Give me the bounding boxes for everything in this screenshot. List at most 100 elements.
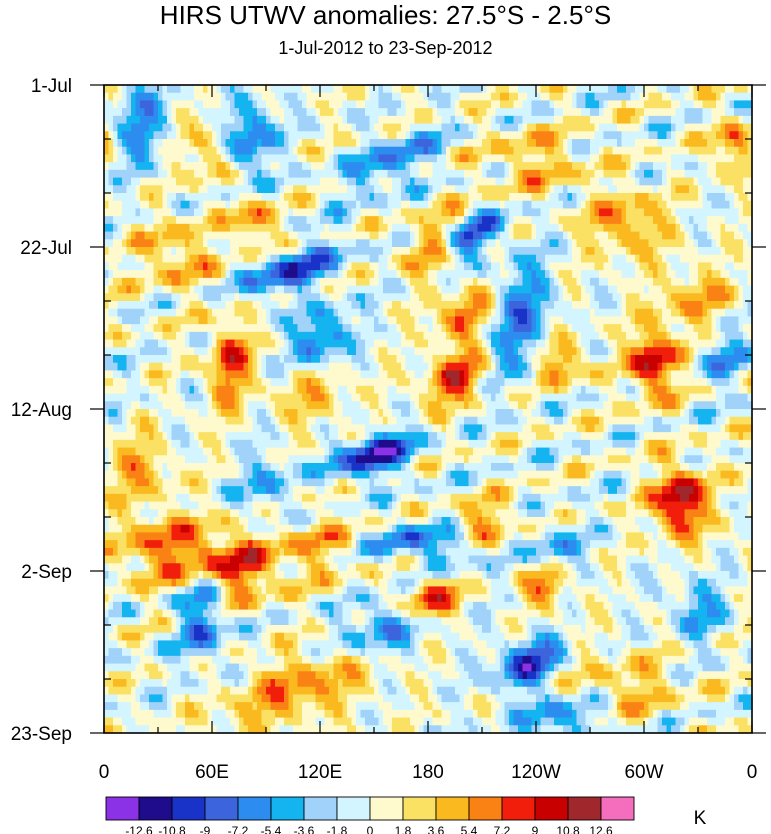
field-cell (464, 424, 483, 433)
field-cell (365, 725, 389, 734)
field-cell (590, 347, 609, 356)
field-cell (410, 594, 416, 603)
field-cell (257, 617, 272, 626)
field-cell (288, 100, 303, 109)
field-cell (468, 532, 474, 541)
field-cell (675, 632, 681, 642)
field-cell (414, 486, 434, 495)
field-cell (369, 416, 384, 426)
field-cell (234, 547, 240, 557)
field-cell (711, 308, 726, 318)
field-cell (684, 578, 690, 588)
field-cell (261, 139, 276, 148)
field-cell (270, 169, 290, 179)
field-cell (486, 586, 492, 595)
field-cell (599, 385, 618, 395)
field-cell (450, 625, 474, 634)
field-cell (185, 578, 191, 588)
field-cell (540, 586, 551, 595)
field-cell (585, 625, 605, 634)
colorbar-label: -9 (200, 824, 211, 834)
field-cell (432, 424, 443, 433)
field-cell (666, 85, 681, 94)
field-cell (590, 301, 600, 310)
field-cell (410, 162, 420, 171)
field-cell (509, 540, 551, 549)
field-cell (522, 532, 542, 541)
field-cell (716, 501, 722, 510)
field-cell (315, 370, 362, 379)
field-cell (509, 223, 515, 233)
field-cell (567, 486, 582, 495)
field-cell (743, 331, 749, 341)
field-cell (108, 648, 123, 657)
field-cell (207, 385, 213, 395)
field-cell (297, 123, 321, 132)
field-cell (441, 200, 447, 210)
field-cell (531, 200, 564, 210)
field-cell (414, 447, 420, 456)
field-cell (104, 169, 110, 179)
field-cell (144, 277, 155, 287)
field-cell (504, 247, 510, 256)
field-cell (410, 409, 420, 418)
field-cell (743, 200, 753, 210)
field-cell (689, 131, 704, 140)
field-cell (167, 663, 191, 672)
field-cell (315, 532, 326, 541)
field-cell (293, 524, 308, 534)
field-cell (414, 85, 420, 94)
field-cell (117, 316, 123, 325)
field-cell (455, 108, 465, 117)
field-cell (162, 85, 168, 94)
field-cell (572, 92, 578, 102)
field-cell (446, 355, 461, 364)
field-cell (360, 169, 371, 179)
field-cell (171, 702, 177, 711)
field-cell (725, 339, 731, 348)
field-cell (284, 655, 303, 665)
field-cell (608, 100, 623, 109)
field-cell (491, 324, 501, 333)
field-cell (522, 578, 546, 588)
field-cell (549, 671, 555, 680)
field-cell (144, 540, 164, 549)
field-cell (306, 301, 326, 310)
field-cell (495, 285, 501, 294)
field-cell (558, 586, 564, 595)
field-cell (450, 331, 461, 341)
field-cell (635, 108, 645, 117)
field-cell (626, 355, 632, 364)
field-cell (108, 594, 114, 603)
field-cell (680, 493, 690, 503)
field-cell (108, 92, 114, 102)
field-cell (653, 169, 663, 179)
field-cell (549, 447, 560, 456)
field-cell (315, 509, 335, 518)
field-cell (185, 416, 227, 426)
field-cell (509, 285, 533, 294)
field-cell (410, 131, 416, 140)
field-cell (639, 393, 645, 402)
field-cell (203, 378, 209, 387)
field-cell (153, 139, 164, 148)
field-cell (432, 532, 456, 541)
field-cell (356, 277, 371, 287)
field-cell (333, 285, 348, 294)
field-cell (207, 216, 218, 225)
field-cell (635, 424, 654, 433)
field-cell (482, 385, 501, 395)
field-cell (203, 216, 209, 225)
field-cell (428, 193, 434, 202)
field-cell (338, 123, 353, 132)
field-cell (329, 632, 339, 642)
field-cell (486, 478, 506, 487)
field-cell (176, 247, 186, 256)
field-cell (725, 301, 735, 310)
field-cell (594, 594, 609, 603)
field-cell (140, 316, 150, 325)
field-cell (306, 200, 317, 210)
field-cell (144, 563, 150, 572)
field-cell (104, 486, 132, 495)
field-cell (612, 208, 623, 217)
